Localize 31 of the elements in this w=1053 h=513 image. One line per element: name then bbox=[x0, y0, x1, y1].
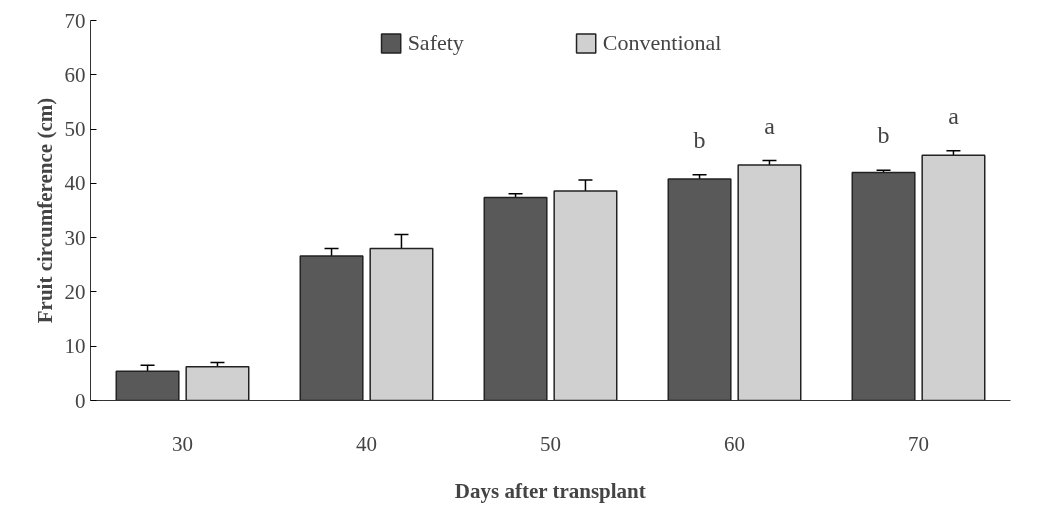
y-tick-label: 50 bbox=[64, 117, 86, 142]
x-axis-title: Days after transplant bbox=[454, 478, 646, 503]
bar bbox=[737, 164, 802, 401]
annotation: b bbox=[877, 122, 890, 149]
bar bbox=[667, 178, 732, 401]
x-tick-label: 60 bbox=[724, 431, 745, 456]
x-tick-label: 30 bbox=[172, 431, 193, 456]
y-tick-label: 10 bbox=[64, 334, 86, 359]
y-tick-label: 0 bbox=[75, 388, 86, 413]
annotation: a bbox=[948, 102, 960, 129]
annotation: b bbox=[693, 126, 706, 153]
x-tick-label: 70 bbox=[908, 431, 929, 456]
annotation: a bbox=[764, 112, 776, 139]
bar bbox=[483, 196, 548, 401]
bar bbox=[115, 370, 180, 401]
bar bbox=[369, 247, 434, 401]
y-tick-label: 40 bbox=[64, 171, 86, 196]
x-tick-label: 40 bbox=[356, 431, 377, 456]
bar bbox=[553, 190, 618, 401]
y-tick-label: 70 bbox=[64, 8, 86, 33]
y-tick-label: 20 bbox=[64, 279, 86, 304]
bar bbox=[299, 255, 364, 401]
bar bbox=[921, 154, 986, 401]
legend-label: Safety bbox=[407, 30, 464, 56]
y-tick-label: 60 bbox=[64, 62, 86, 87]
legend-label: Conventional bbox=[602, 30, 722, 56]
y-axis-title: Fruit circumference (cm) bbox=[32, 97, 57, 324]
bar bbox=[185, 366, 250, 401]
y-tick-label: 30 bbox=[64, 225, 86, 250]
x-tick-label: 50 bbox=[540, 431, 561, 456]
bar bbox=[851, 171, 916, 401]
